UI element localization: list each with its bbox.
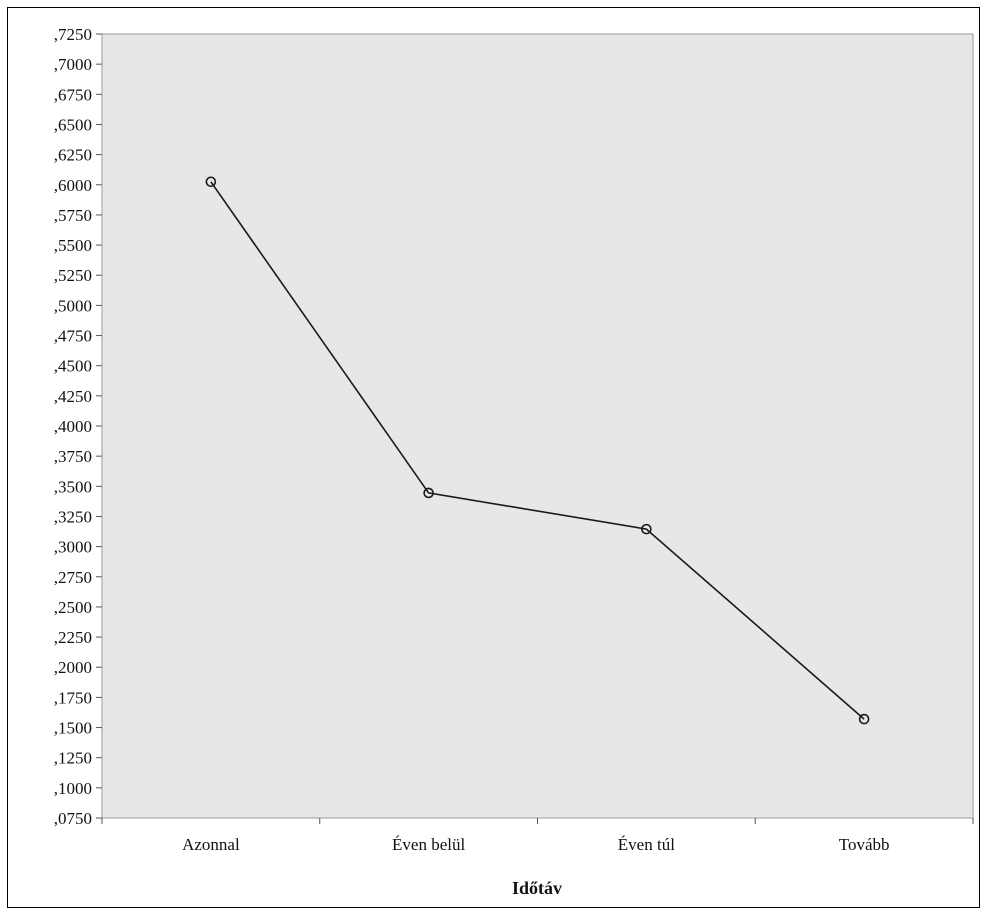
- y-tick-label: ,2250: [54, 628, 92, 647]
- y-tick-label: ,1000: [54, 779, 92, 798]
- data-point-Éven belül: [423, 487, 434, 499]
- data-point-Tovább: [858, 713, 870, 725]
- y-tick-label: ,2500: [54, 598, 92, 617]
- y-tick-label: ,2000: [54, 658, 92, 677]
- y-tick-label: ,4250: [54, 387, 92, 406]
- x-tick-label: Azonnal: [182, 835, 240, 854]
- y-axis: ,0750 ,1000 ,1250 ,1500 ,1750 ,2000 ,2250 ,2500…: [54, 25, 102, 828]
- x-tick-label: Tovább: [839, 835, 890, 854]
- y-tick-label: ,3500: [54, 477, 92, 496]
- y-tick-label: ,5750: [54, 206, 92, 225]
- y-tick-label: ,3750: [54, 447, 92, 466]
- y-tick-label: ,1250: [54, 749, 92, 768]
- y-tick-label: ,0750: [54, 809, 92, 828]
- y-tick-label: ,1500: [54, 719, 92, 738]
- x-tick-label: Éven túl: [618, 835, 675, 854]
- y-tick-label: ,4750: [54, 327, 92, 346]
- y-tick-label: ,7000: [54, 55, 92, 74]
- y-tick-label: ,6250: [54, 146, 92, 165]
- y-tick-label: ,6500: [54, 115, 92, 134]
- series-line: [210, 181, 865, 720]
- y-tick-label: ,4000: [54, 417, 92, 436]
- y-tick-label: ,4500: [54, 357, 92, 376]
- y-tick-label: ,3000: [54, 538, 92, 557]
- y-tick-label: ,5000: [54, 296, 92, 315]
- y-tick-label: ,1750: [54, 688, 92, 707]
- y-tick-label: ,6000: [54, 176, 92, 195]
- x-axis: Azonnal Éven belül Éven túl Tovább: [101, 818, 974, 854]
- data-point-Éven túl: [641, 523, 652, 535]
- data-point-Azonnal: [205, 176, 217, 188]
- y-tick-label: ,6750: [54, 85, 92, 104]
- y-tick-label: ,2750: [54, 568, 92, 587]
- y-tick-label: ,5500: [54, 236, 92, 255]
- y-tick-label: ,7250: [54, 25, 92, 44]
- x-axis-title: Időtáv: [512, 878, 562, 898]
- x-tick-label: Éven belül: [392, 835, 465, 854]
- y-tick-label: ,3250: [54, 507, 92, 526]
- y-tick-label: ,5250: [54, 266, 92, 285]
- data-series: [205, 176, 870, 725]
